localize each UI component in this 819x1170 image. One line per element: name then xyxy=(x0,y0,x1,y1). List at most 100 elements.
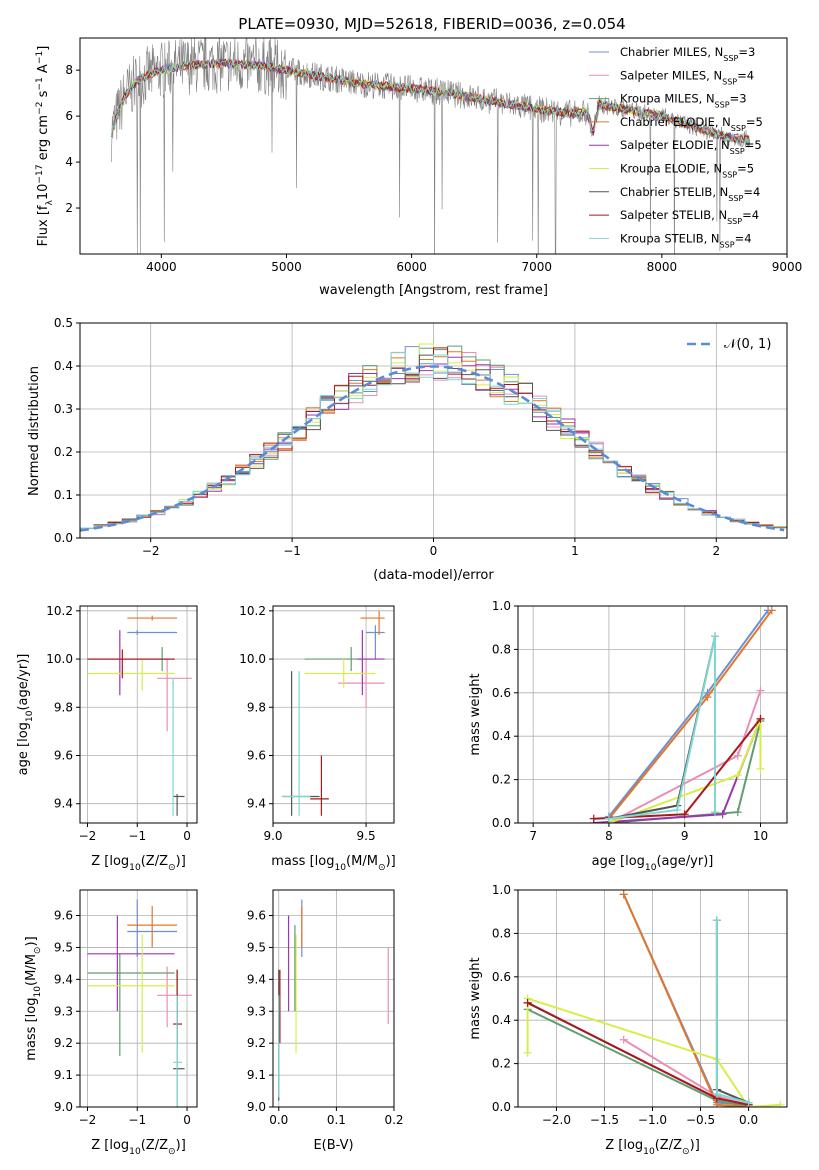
legend-label-chabrier-stelib-part: SSP xyxy=(728,193,743,202)
weight-vs-age-panel-marker-salpeter-miles xyxy=(756,686,765,695)
weight-vs-age-panel-marker-salpeter-miles xyxy=(733,751,742,760)
age-vs-z-panel-xtick-label: −2 xyxy=(79,829,97,843)
spectrum-ylabel-part: −1 xyxy=(35,51,45,64)
residuals-ylabel: Normed distribution xyxy=(27,366,42,496)
legend-label-salpeter-elodie: Salpeter ELODIE, NSSP=5 xyxy=(620,138,762,156)
weight-vs-z-panel-marker-kroupa-stelib xyxy=(712,916,721,925)
legend-label-salpeter-miles-part: Salpeter MILES, N xyxy=(620,68,722,82)
spectrum-panel-frame xyxy=(79,37,788,255)
weight-vs-z-panel-marker-kroupa-stelib xyxy=(712,1089,721,1098)
legend-label-salpeter-miles: Salpeter MILES, NSSP=4 xyxy=(620,68,754,86)
age-vs-z-panel-ytick-label: 10.0 xyxy=(46,652,73,666)
mass-vs-ebv-panel-ytick-label: 9.3 xyxy=(247,1004,266,1018)
legend-label-kroupa-miles-part: =3 xyxy=(730,92,747,106)
legend-label-kroupa-stelib-part: =4 xyxy=(735,231,752,245)
age-vs-mass-panel-ytick-label: 9.4 xyxy=(247,797,266,811)
spectrum-panel-ytick-label: 8 xyxy=(65,63,73,77)
spectrum-ylabel-part: 10 xyxy=(36,184,51,201)
residuals-panel: −2 −1 0 1 2 0.0 0.1 0.2 0.3 0.4 0.5 (data-model)/er… xyxy=(27,316,788,583)
age-vs-mass-panel-point-salpeter-miles xyxy=(338,659,385,708)
mass-vs-z-panel-ytick-label: 9.3 xyxy=(54,1004,73,1018)
age-vs-mass-panel-xlabel-part: )] xyxy=(386,854,396,869)
age-vs-z-panel-xlabel-part: )] xyxy=(176,854,186,869)
residuals-panel-xtick-label: −2 xyxy=(142,544,160,558)
age-vs-mass-panel-point-chabrier-elodie xyxy=(360,610,385,635)
weight-vs-z-panel-ytick-label: 0.4 xyxy=(492,1013,511,1027)
age-vs-z-panel-plot-area xyxy=(87,615,193,816)
legend-label-salpeter-elodie-part: SSP xyxy=(730,147,745,156)
residuals-panel-plot-area xyxy=(80,343,787,532)
mass-vs-z-panel-ytick-label: 9.4 xyxy=(54,972,73,986)
mass-vs-z-panel-ytick-label: 9.1 xyxy=(54,1068,73,1082)
age-vs-z-panel-xlabel-part: (Z/Z xyxy=(141,854,168,869)
spectrum-ylabel-part: Flux [f xyxy=(36,205,51,246)
age-vs-mass-panel: 9.0 9.5 9.4 9.6 9.8 10.0 10.2 mass [log10(M/M⊙)… xyxy=(239,604,395,873)
mass-vs-ebv-panel-ytick-label: 9.2 xyxy=(247,1036,266,1050)
spectrum-panel-xtick-label: 5000 xyxy=(271,260,302,274)
weight-vs-age-panel-xlabel-part: 10 xyxy=(645,863,657,873)
age-vs-mass-panel-plot-area xyxy=(282,610,385,816)
legend-label-chabrier-stelib: Chabrier STELIB, NSSP=4 xyxy=(620,185,760,203)
age-vs-z-panel-xtick-label: −1 xyxy=(128,829,146,843)
mass-vs-z-panel-ytick-label: 9.5 xyxy=(54,940,73,954)
mass-vs-ebv-panel-ytick-label: 9.5 xyxy=(247,940,266,954)
weight-vs-age-panel-xtick-label: 8 xyxy=(605,829,613,843)
residuals-panel-ytick-label: 0.2 xyxy=(54,445,73,459)
mass-vs-z-panel-point-kroupa-stelib xyxy=(173,995,183,1107)
age-vs-z-panel-ytick-label: 9.8 xyxy=(54,700,73,714)
mass-vs-z-panel: −2 −1 09.09.19.29.39.49.59.6Z [log10(Z/Z⊙)… xyxy=(24,889,198,1157)
weight-vs-z-panel-xtick-label: −1.0 xyxy=(638,1113,667,1127)
age-vs-mass-panel-xlabel-part: ⊙ xyxy=(378,863,386,873)
weight-vs-z-panel-xlabel-part: ⊙ xyxy=(682,1147,690,1157)
legend-label-kroupa-miles: Kroupa MILES, NSSP=3 xyxy=(620,92,747,110)
weight-vs-age-panel-marker-chabrier-elodie xyxy=(703,693,712,702)
age-vs-mass-panel-point-salpeter-elodie xyxy=(356,630,385,696)
mass-vs-z-panel-xlabel-part: Z [log xyxy=(91,1138,129,1153)
legend-label-salpeter-stelib: Salpeter STELIB, NSSP=4 xyxy=(620,208,759,226)
mass-vs-z-panel-ylabel-part: mass [log xyxy=(24,998,39,1061)
weight-vs-z-panel-marker-salpeter-miles xyxy=(619,1035,628,1044)
spectrum-panel-xtick-label: 9000 xyxy=(772,260,803,274)
age-vs-z-panel-ytick-label: 9.6 xyxy=(54,748,73,762)
age-vs-z-panel-ylabel-part: age [log xyxy=(16,722,31,775)
residuals-panel-ytick-label: 0.0 xyxy=(54,531,73,545)
age-vs-z-panel-ylabel: age [log10(age/yr)] xyxy=(16,654,35,776)
legend-label-kroupa-stelib-part: Kroupa STELIB, N xyxy=(620,231,720,245)
weight-vs-age-panel-ytick-label: 0.6 xyxy=(492,686,511,700)
legend-label-salpeter-stelib-part: SSP xyxy=(727,217,742,226)
legend-label-salpeter-stelib-part: =4 xyxy=(742,208,759,222)
mass-vs-ebv-panel-xtick-label: 0.1 xyxy=(327,1113,346,1127)
legend-label-kroupa-stelib: Kroupa STELIB, NSSP=4 xyxy=(620,231,752,249)
residuals-panel-ytick-label: 0.1 xyxy=(54,488,73,502)
weight-vs-z-panel-xlabel-part: 10 xyxy=(643,1147,655,1157)
age-vs-mass-panel-point-kroupa-stelib xyxy=(282,671,311,816)
weight-vs-z-panel-xtick-label: −1.5 xyxy=(590,1113,619,1127)
weight-vs-z-panel-ytick-label: 0.2 xyxy=(492,1057,511,1071)
age-vs-mass-panel-xlabel-part: mass [log xyxy=(271,854,334,869)
weight-vs-z-panel-ylabel: mass weight xyxy=(468,957,483,1039)
mass-vs-z-panel-plot-area xyxy=(87,899,193,1107)
age-vs-z-panel-ylabel-part: 10 xyxy=(25,710,35,722)
spectrum-ylabel-part: −17 xyxy=(35,164,45,183)
mass-vs-z-panel-xtick-label: −2 xyxy=(79,1113,97,1127)
age-vs-z-panel-ylabel-part: (age/yr)] xyxy=(16,654,31,711)
weight-vs-age-panel-ytick-label: 0.8 xyxy=(492,642,511,656)
legend-label-kroupa-elodie-part: SSP xyxy=(722,170,737,179)
age-vs-mass-panel-ytick-label: 10.0 xyxy=(239,652,266,666)
age-vs-z-panel-point-kroupa-stelib xyxy=(172,678,174,816)
spectrum-panel-ytick-label: 4 xyxy=(65,155,73,169)
weight-vs-age-panel-marker-kroupa-stelib xyxy=(711,632,720,641)
legend-label-salpeter-stelib-part: Salpeter STELIB, N xyxy=(620,208,727,222)
mass-vs-z-panel-ytick-label: 9.0 xyxy=(54,1100,73,1114)
mass-vs-z-panel-xtick-label: −1 xyxy=(128,1113,146,1127)
spectrum-xlabel: wavelength [Angstrom, rest frame] xyxy=(319,283,548,298)
age-vs-z-panel-point-chabrier-miles xyxy=(127,630,178,635)
mass-vs-z-panel-frame xyxy=(79,889,198,1108)
legend-label-salpeter-elodie-part: =5 xyxy=(745,138,762,152)
weight-vs-age-panel-marker-salpeter-stelib xyxy=(589,814,598,823)
spectrum-panel-ytick-label: 6 xyxy=(65,109,73,123)
age-vs-z-panel-frame xyxy=(79,605,198,824)
